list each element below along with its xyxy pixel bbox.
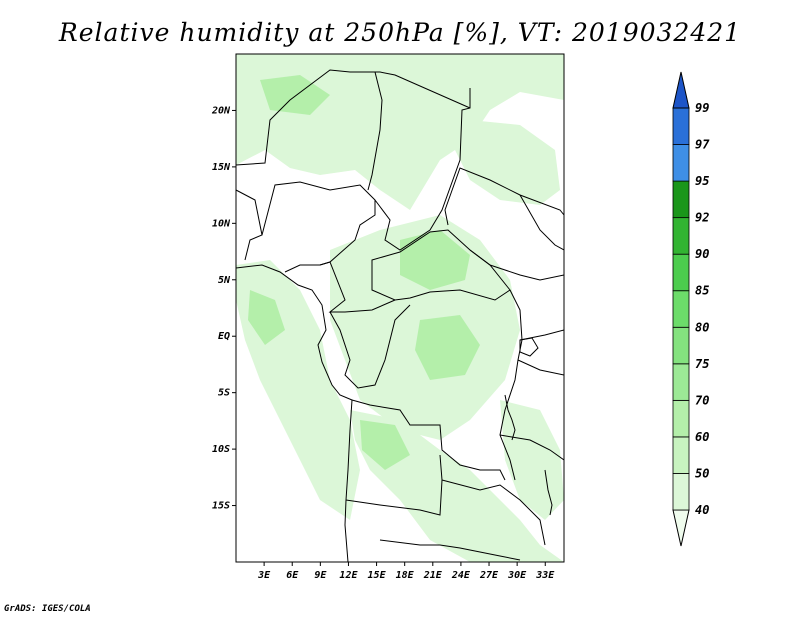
boundary-chad — [374, 88, 471, 251]
colorbar-label: 97 — [695, 138, 710, 152]
colorbar-segment — [672, 290, 690, 328]
lon-tick-label: 24E — [451, 570, 471, 581]
lon-tick-label: 9E — [314, 570, 327, 581]
lon-tick-label: 33E — [535, 570, 555, 581]
colorbar-segment — [672, 473, 690, 511]
boundary-north-1 — [236, 69, 471, 166]
lat-tick-label: 5N — [218, 275, 231, 286]
boundary-car — [371, 229, 511, 301]
lon-tick-label: 18E — [396, 570, 415, 581]
map-frame — [235, 53, 565, 563]
boundary-ethiopia — [519, 194, 564, 251]
colorbar-segment — [672, 253, 690, 292]
colorbar: 40 50 60 70 75 80 85 90 92 95 97 99 — [672, 71, 710, 547]
humidity-patch-core-e — [248, 290, 285, 345]
lat-tick-label: 15S — [212, 501, 230, 512]
colorbar-label: 80 — [695, 320, 709, 334]
humidity-patch-core-b — [415, 315, 480, 380]
map-title: Relative humidity at 250hPa [%], VT: 201… — [58, 18, 742, 47]
colorbar-segment — [672, 144, 690, 182]
colorbar-label: 60 — [695, 430, 709, 444]
lat-tick-label: 5S — [218, 388, 230, 399]
colorbar-segment — [672, 326, 690, 365]
colorbar-segment — [672, 399, 690, 438]
longitude-axis: 3E 6E 9E 12E 15E 18E 21E 24E 27E 30E 33E — [257, 562, 555, 581]
colorbar-label: 70 — [695, 393, 709, 407]
colorbar-segment — [672, 436, 690, 474]
boundary-west-small — [236, 189, 263, 261]
boundary-drc-south — [351, 399, 506, 481]
country-boundaries — [236, 69, 564, 562]
boundary-north-2 — [367, 71, 383, 191]
colorbar-lower-extend — [672, 509, 690, 547]
lat-tick-label: 15N — [212, 162, 231, 173]
colorbar-label: 85 — [695, 284, 709, 298]
lake-tanganyika — [504, 394, 516, 441]
colorbar-label: 95 — [695, 174, 709, 188]
boundary-sudan — [444, 167, 564, 226]
colorbar-label: 99 — [695, 101, 709, 115]
colorbar-label: 40 — [695, 503, 709, 517]
colorbar-label: 50 — [695, 466, 709, 480]
lake-malawi — [544, 469, 553, 516]
latitude-axis: 20N 15N 10N 5N EQ 5S 10S 15S — [211, 105, 236, 512]
lat-tick-label: 10S — [212, 444, 230, 455]
boundary-zambia — [441, 479, 546, 546]
lat-tick-label: EQ — [218, 331, 230, 342]
lon-tick-label: 15E — [368, 570, 387, 581]
boundary-drc-east — [499, 289, 523, 481]
boundary-south — [379, 539, 521, 561]
lon-tick-label: 21E — [423, 570, 443, 581]
lat-tick-label: 10N — [212, 218, 231, 229]
boundary-gabon-congo — [329, 304, 411, 389]
boundary-south-sudan — [469, 249, 564, 281]
lon-tick-label: 27E — [479, 570, 499, 581]
colorbar-segment — [672, 217, 690, 255]
lon-tick-label: 6E — [286, 570, 299, 581]
humidity-shading — [236, 54, 564, 562]
humidity-patch-northeast — [455, 120, 560, 205]
lon-tick-label: 30E — [507, 570, 527, 581]
lon-tick-label: 3E — [257, 570, 271, 581]
grads-credit: GrADS: IGES/COLA — [4, 604, 91, 614]
colorbar-segment — [672, 107, 690, 145]
boundary-angola — [345, 454, 443, 516]
colorbar-label: 92 — [695, 211, 709, 225]
colorbar-upper-extend — [672, 71, 690, 109]
humidity-patch-core-c — [360, 420, 410, 470]
coastline-west — [236, 264, 353, 562]
humidity-patch-core-d — [260, 75, 330, 115]
humidity-patch-core-a — [400, 230, 470, 290]
lake-victoria — [519, 337, 539, 357]
colorbar-segment — [672, 363, 690, 401]
colorbar-label: 90 — [695, 247, 709, 261]
colorbar-segment — [672, 180, 690, 219]
colorbar-label: 75 — [695, 357, 709, 371]
lat-tick-label: 20N — [211, 105, 231, 116]
lon-tick-label: 12E — [339, 570, 358, 581]
